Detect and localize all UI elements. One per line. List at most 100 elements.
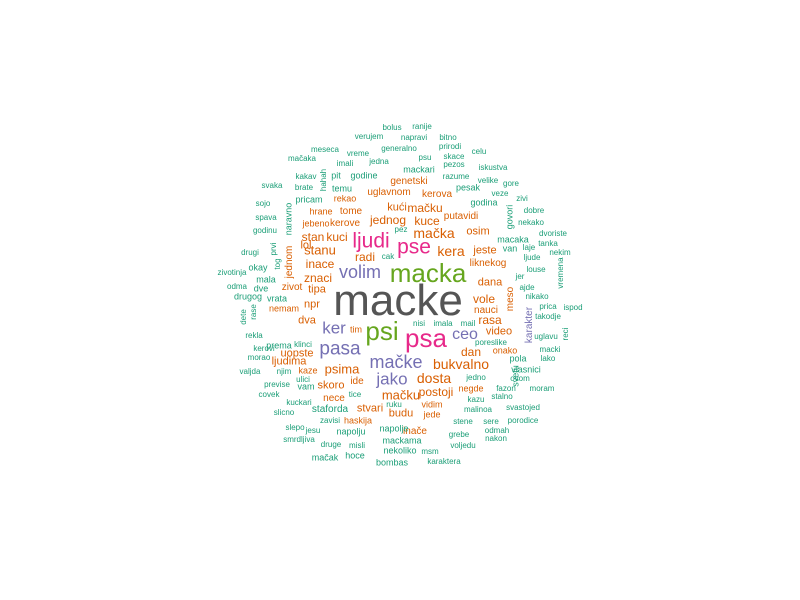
word: nikako (525, 292, 549, 301)
word: godinu (252, 226, 278, 235)
word: svaka (261, 181, 283, 190)
word: fazon (496, 384, 516, 393)
word: kuce (414, 214, 440, 228)
word: jedna (369, 157, 389, 166)
word: celu (471, 147, 487, 156)
word: liknekog (469, 258, 507, 269)
word: stalno (491, 392, 513, 401)
word: ranije (412, 122, 432, 131)
word: rekla (245, 331, 263, 340)
word: pse (397, 235, 431, 259)
word: covek (258, 390, 280, 399)
word: video (485, 325, 513, 338)
word: ispod (563, 303, 583, 312)
word: godina (470, 197, 498, 208)
word: imali (336, 159, 354, 168)
word: mačku (407, 201, 443, 215)
word: nakon (485, 434, 507, 443)
word: dvoriste (538, 229, 568, 238)
word: kuci (326, 230, 348, 244)
word: meso (505, 286, 516, 312)
word: meseca (310, 145, 340, 154)
word: kerova (421, 189, 453, 200)
word: dete (239, 309, 248, 325)
word: govori (504, 204, 515, 230)
word: karaktera (427, 457, 461, 466)
word: prica (539, 302, 557, 311)
word: mackari (403, 164, 435, 175)
word: velike (477, 176, 499, 185)
word: nekako (518, 218, 544, 227)
word: napolju (336, 426, 366, 437)
word: odmah (484, 426, 510, 435)
word: skoro (317, 379, 345, 392)
word: nisi (412, 319, 426, 328)
word: mačaka (287, 154, 317, 163)
word: stvari (356, 402, 384, 415)
word: nekim (549, 248, 571, 257)
word: napolje (379, 423, 409, 434)
word: kerove (329, 218, 361, 229)
word: nemam (268, 303, 300, 314)
word: previse (264, 380, 290, 389)
word: tanka (538, 239, 558, 248)
word: drugi (241, 248, 259, 257)
word: skace (443, 152, 465, 161)
word: lol (300, 239, 312, 252)
word: macka (389, 258, 467, 288)
word: mačak (311, 452, 339, 463)
word: sere (483, 417, 499, 426)
word: klinci (294, 340, 312, 349)
word: kerovi (253, 344, 275, 353)
word: pola (509, 353, 527, 364)
word: psi (365, 316, 399, 346)
word: temu (331, 183, 353, 194)
word: zavisi (319, 416, 341, 425)
word: voljedu (450, 441, 476, 450)
word: vremena (556, 257, 565, 289)
word: volim (338, 262, 382, 282)
word: pit (331, 170, 341, 181)
word: svetu (510, 365, 521, 387)
word: ajde (519, 283, 535, 292)
word: dosta (416, 370, 452, 386)
word: rase (249, 304, 258, 320)
word: iskustva (478, 163, 508, 172)
word: hoce (345, 450, 365, 461)
word: gore (502, 179, 520, 188)
word: kazu (467, 395, 485, 404)
word: spava (255, 213, 277, 222)
word: sojo (255, 199, 271, 208)
word: druge (320, 440, 342, 449)
word: poreslike (474, 338, 508, 347)
word: bolus (382, 123, 402, 132)
word: stan (301, 230, 325, 244)
word: dva (298, 314, 316, 327)
word: mačku (381, 387, 421, 403)
word: smrdljiva (283, 435, 315, 444)
word: ulici (296, 375, 310, 384)
word: imala (433, 319, 453, 328)
word: nece (323, 393, 345, 404)
word: moram (529, 384, 555, 393)
word: vlasnici (511, 364, 541, 375)
word: jebeno (302, 218, 330, 229)
word: prema (266, 340, 292, 351)
word: dobre (523, 206, 545, 215)
word: znaci (303, 271, 333, 285)
word: jesu (305, 426, 321, 435)
word: zivotinja (217, 268, 247, 277)
word: onako (492, 345, 518, 356)
word: putavidi (443, 211, 479, 222)
word: ljudima (271, 355, 307, 368)
word: zivi (516, 194, 528, 203)
word: postoji (418, 385, 454, 399)
word: tog (273, 258, 282, 270)
word: jede (423, 409, 441, 420)
word: pezos (443, 160, 465, 169)
word: uglavu (534, 332, 558, 341)
word: dve (253, 283, 269, 294)
word: hrane (309, 206, 333, 217)
word: vam (297, 381, 315, 392)
